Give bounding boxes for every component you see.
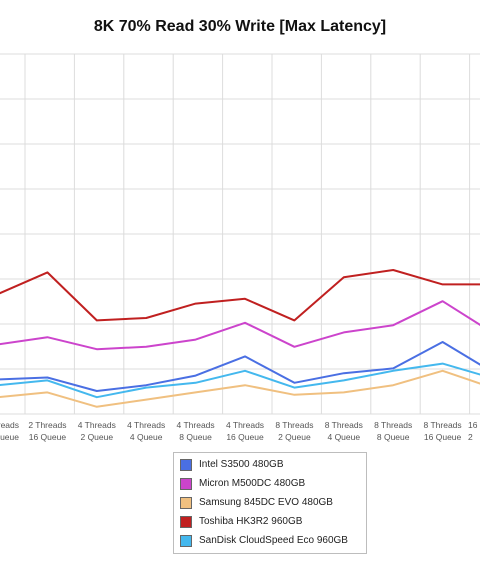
series-line-2 <box>0 369 480 408</box>
x-tick-label-line2: 2 Queue <box>278 432 311 442</box>
x-tick-label: 8 Threads 2 Queue <box>275 420 313 442</box>
legend-label: Toshiba HK3R2 960GB <box>199 516 303 527</box>
series-line-1 <box>0 300 480 351</box>
x-tick-label: 4 Threads 4 Queue <box>127 420 165 442</box>
legend-label: Micron M500DC 480GB <box>199 478 306 489</box>
legend-swatch <box>180 496 192 509</box>
x-tick-label: 4 Threads 2 Queue <box>78 420 116 442</box>
legend-swatch <box>180 458 192 471</box>
legend-swatch <box>180 477 192 490</box>
x-tick-label-line2: 2 Queue <box>80 432 113 442</box>
x-tick-label-line2: 4 Queue <box>327 432 360 442</box>
x-tick-label: 162 <box>468 420 478 442</box>
legend-swatch <box>180 515 192 528</box>
x-tick-label: 8 Threads 4 Queue <box>325 420 363 442</box>
x-tick-label: 4 Threads 8 Queue <box>177 420 215 442</box>
legend-label: SanDisk CloudSpeed Eco 960GB <box>199 535 348 546</box>
legend-item: Intel S3500 480GB <box>174 455 366 474</box>
series-line-4 <box>0 362 480 399</box>
x-tick-label: Threads Queue <box>0 420 19 442</box>
x-tick-label-line2: 2 <box>468 432 473 442</box>
legend-item: SanDisk CloudSpeed Eco 960GB <box>174 531 366 550</box>
series-lines <box>0 269 480 408</box>
chart-title: 8K 70% Read 30% Write [Max Latency] <box>93 18 387 35</box>
legend-item: Toshiba HK3R2 960GB <box>174 512 366 531</box>
x-tick-label: 2 Threads 16 Queue <box>28 420 66 442</box>
x-tick-label-line2: Queue <box>0 432 19 442</box>
x-tick-label-line1: 8 Threads <box>424 420 462 430</box>
x-tick-label-line2: 16 Queue <box>29 432 67 442</box>
legend-label: Samsung 845DC EVO 480GB <box>199 497 333 508</box>
x-tick-label: 8 Threads 8 Queue <box>374 420 412 442</box>
x-tick-label: 8 Threads 16 Queue <box>424 420 462 442</box>
line-chart: Threads Queue 2 Threads 16 Queue 4 Threads 2 … <box>0 53 480 442</box>
x-tick-label-line1: 8 Threads <box>275 420 313 430</box>
series-line-0 <box>0 341 480 392</box>
legend-swatch <box>180 534 192 547</box>
grid-lines <box>0 53 480 415</box>
x-tick-label-line1: Threads <box>0 420 19 430</box>
x-tick-label-line2: 8 Queue <box>179 432 212 442</box>
x-tick-label: 4 Threads 16 Queue <box>226 420 264 442</box>
x-tick-label-line1: 4 Threads <box>78 420 116 430</box>
x-tick-label-line1: 4 Threads <box>226 420 264 430</box>
x-tick-label-line1: 4 Threads <box>127 420 165 430</box>
x-tick-label-line2: 16 Queue <box>424 432 462 442</box>
legend-item: Micron M500DC 480GB <box>174 474 366 493</box>
legend: Intel S3500 480GB Micron M500DC 480GB Sams… <box>173 452 367 554</box>
x-axis-tick-labels: Threads Queue 2 Threads 16 Queue 4 Threads 2 … <box>0 420 478 442</box>
x-tick-label-line1: 8 Threads <box>374 420 412 430</box>
legend-label: Intel S3500 480GB <box>199 459 284 470</box>
legend-item: Samsung 845DC EVO 480GB <box>174 493 366 512</box>
x-tick-label-line1: 2 Threads <box>28 420 66 430</box>
x-tick-label-line2: 16 Queue <box>226 432 264 442</box>
x-tick-label-line2: 8 Queue <box>377 432 410 442</box>
x-tick-label-line1: 8 Threads <box>325 420 363 430</box>
series-line-3 <box>0 269 480 322</box>
x-tick-label-line1: 16 <box>468 420 478 430</box>
x-tick-label-line1: 4 Threads <box>177 420 215 430</box>
x-tick-label-line2: 4 Queue <box>130 432 163 442</box>
